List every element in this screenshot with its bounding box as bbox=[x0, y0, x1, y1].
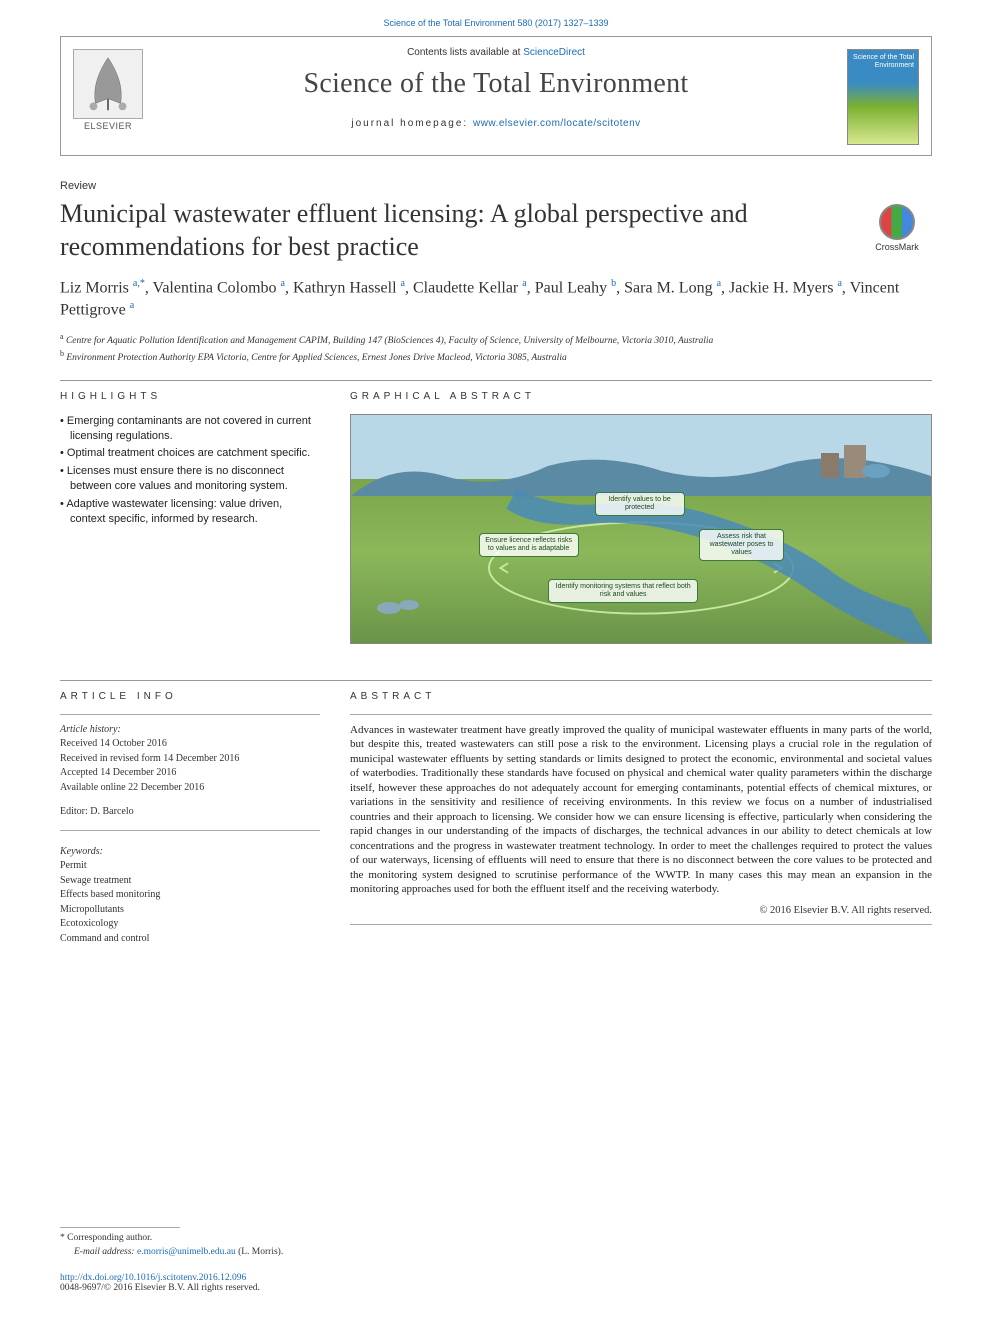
sciencedirect-link[interactable]: ScienceDirect bbox=[523, 47, 585, 58]
revised-date: Received in revised form 14 December 201… bbox=[60, 752, 320, 767]
journal-cover-thumbnail: Science of the Total Environment bbox=[847, 49, 919, 145]
journal-citation[interactable]: Science of the Total Environment 580 (20… bbox=[60, 0, 932, 28]
article-type-label: Review bbox=[60, 180, 932, 192]
editor-name: D. Barcelo bbox=[90, 806, 133, 817]
elsevier-tree-icon bbox=[73, 49, 143, 119]
keyword-item: Effects based monitoring bbox=[60, 888, 320, 903]
keyword-item: Permit bbox=[60, 859, 320, 874]
affiliations: a Centre for Aquatic Pollution Identific… bbox=[60, 331, 932, 366]
crossmark-icon bbox=[879, 204, 915, 240]
graphical-abstract-heading: GRAPHICAL ABSTRACT bbox=[350, 391, 932, 402]
ga-box-ensure: Ensure licence reflects risks to values … bbox=[479, 533, 579, 557]
authors-list: Liz Morris a,*, Valentina Colombo a, Kat… bbox=[60, 277, 932, 321]
online-date: Available online 22 December 2016 bbox=[60, 781, 320, 796]
accepted-date: Accepted 14 December 2016 bbox=[60, 766, 320, 781]
journal-name: Science of the Total Environment bbox=[61, 68, 931, 100]
homepage-prefix: journal homepage: bbox=[351, 118, 473, 129]
doi-block: http://dx.doi.org/10.1016/j.scitotenv.20… bbox=[60, 1273, 932, 1293]
highlights-heading: HIGHLIGHTS bbox=[60, 391, 320, 402]
abstract-heading: ABSTRACT bbox=[350, 691, 932, 702]
abstract-copyright: © 2016 Elsevier B.V. All rights reserved… bbox=[350, 905, 932, 916]
corresponding-email-link[interactable]: e.morris@unimelb.edu.au bbox=[137, 1247, 236, 1257]
footnote-rule bbox=[60, 1227, 180, 1228]
email-label: E-mail address: bbox=[74, 1247, 135, 1257]
cover-text: Science of the Total Environment bbox=[848, 50, 918, 69]
abstract-text: Advances in wastewater treatment have gr… bbox=[350, 723, 932, 897]
journal-header: ELSEVIER Contents lists available at Sci… bbox=[60, 36, 932, 156]
highlight-item: Adaptive wastewater licensing: value dri… bbox=[60, 497, 320, 527]
article-title: Municipal wastewater effluent licensing:… bbox=[60, 198, 820, 263]
crossmark-badge[interactable]: CrossMark bbox=[862, 204, 932, 252]
ga-box-monitoring: Identify monitoring systems that reflect… bbox=[548, 579, 698, 603]
highlight-item: Optimal treatment choices are catchment … bbox=[60, 446, 320, 461]
journal-homepage-line: journal homepage: www.elsevier.com/locat… bbox=[61, 118, 931, 129]
issn-copyright: 0048-9697/© 2016 Elsevier B.V. All right… bbox=[60, 1283, 932, 1293]
divider bbox=[60, 830, 320, 831]
keyword-item: Micropollutants bbox=[60, 903, 320, 918]
corresponding-label: * Corresponding author. bbox=[60, 1232, 932, 1245]
highlights-list: Emerging contaminants are not covered in… bbox=[60, 414, 320, 527]
ga-box-identify: Identify values to be protected bbox=[595, 492, 685, 516]
doi-link[interactable]: http://dx.doi.org/10.1016/j.scitotenv.20… bbox=[60, 1273, 246, 1283]
keywords-block: Keywords: PermitSewage treatmentEffects … bbox=[60, 845, 320, 947]
email-person: (L. Morris). bbox=[238, 1247, 283, 1257]
crossmark-label: CrossMark bbox=[862, 242, 932, 252]
keyword-item: Command and control bbox=[60, 932, 320, 947]
keyword-item: Sewage treatment bbox=[60, 874, 320, 889]
received-date: Received 14 October 2016 bbox=[60, 737, 320, 752]
divider bbox=[60, 714, 320, 715]
divider bbox=[350, 924, 932, 925]
footer: * Corresponding author. E-mail address: … bbox=[60, 1227, 932, 1293]
elsevier-text: ELSEVIER bbox=[73, 121, 143, 131]
divider bbox=[350, 714, 932, 715]
homepage-link[interactable]: www.elsevier.com/locate/scitotenv bbox=[473, 118, 641, 129]
divider bbox=[60, 380, 932, 381]
ga-box-assess: Assess risk that wastewater poses to val… bbox=[699, 529, 784, 561]
keyword-item: Ecotoxicology bbox=[60, 917, 320, 932]
corresponding-author: * Corresponding author. E-mail address: … bbox=[60, 1232, 932, 1259]
contents-lists-line: Contents lists available at ScienceDirec… bbox=[61, 47, 931, 58]
article-info-heading: ARTICLE INFO bbox=[60, 691, 320, 702]
editor-label: Editor: bbox=[60, 806, 88, 817]
divider bbox=[60, 680, 932, 681]
article-history-head: Article history: bbox=[60, 723, 320, 738]
editor-line: Editor: D. Barcelo bbox=[60, 805, 320, 820]
graphical-abstract-image: Identify values to be protected Ensure l… bbox=[350, 414, 932, 644]
keywords-head: Keywords: bbox=[60, 845, 320, 860]
highlight-item: Licenses must ensure there is no disconn… bbox=[60, 464, 320, 494]
contents-prefix: Contents lists available at bbox=[407, 47, 523, 58]
article-info-block: Article history: Received 14 October 201… bbox=[60, 723, 320, 820]
highlight-item: Emerging contaminants are not covered in… bbox=[60, 414, 320, 444]
elsevier-logo: ELSEVIER bbox=[73, 49, 143, 141]
